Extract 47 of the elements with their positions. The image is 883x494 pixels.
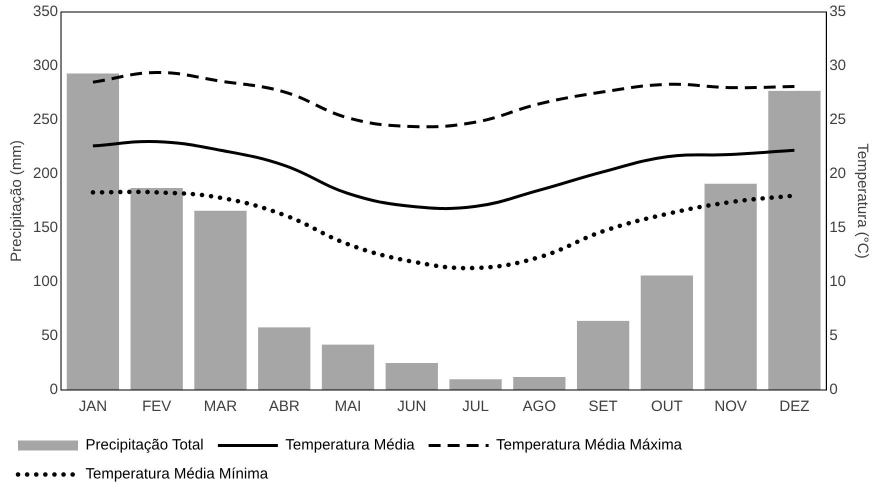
- bar: [513, 377, 566, 390]
- y-tick-label: 300: [32, 57, 58, 74]
- y2-tick-label: 20: [829, 165, 846, 182]
- bar: [66, 74, 120, 390]
- y2-axis-title: Temperatura (°C): [854, 143, 871, 259]
- bar: [768, 90, 821, 390]
- x-tick-label: FEV: [142, 398, 172, 416]
- bar: [640, 276, 694, 390]
- x-tick-label: DEZ: [779, 398, 810, 416]
- bar: [386, 363, 438, 390]
- y2-tick-label: 10: [829, 273, 846, 290]
- y2-tick-label: 35: [829, 3, 846, 20]
- y-axis-title: Precipitação (mm): [8, 140, 26, 262]
- y2-tick-label: 5: [829, 327, 838, 344]
- y2-tick-label: 25: [829, 111, 846, 128]
- legend-label: Temperatura Média: [285, 436, 416, 454]
- y-tick-label: 100: [32, 273, 58, 290]
- legend-label: Precipitação Total: [86, 436, 204, 454]
- x-tick-label: NOV: [714, 398, 747, 416]
- x-tick-label: AGO: [522, 398, 556, 416]
- bar: [322, 344, 374, 390]
- y-tick-label: 150: [32, 219, 58, 236]
- x-tick-label: JAN: [78, 398, 108, 416]
- legend-label: Temperatura Média Mínima: [86, 466, 269, 483]
- x-tick-label: JUL: [462, 398, 489, 416]
- y2-tick-label: 15: [829, 219, 846, 236]
- y2-tick-label: 0: [829, 381, 838, 398]
- y-tick-label: 350: [32, 3, 58, 20]
- y-tick-label: 250: [32, 111, 58, 128]
- y-tick-label: 0: [50, 381, 58, 398]
- x-tick-label: JUN: [397, 398, 426, 416]
- bar: [449, 379, 502, 390]
- x-tick-label: SET: [588, 398, 618, 416]
- x-tick-label: ABR: [268, 398, 300, 416]
- bar: [576, 320, 630, 390]
- x-tick-label: MAI: [334, 398, 362, 416]
- bar: [258, 327, 310, 390]
- x-tick-label: OUT: [651, 398, 683, 416]
- bar: [194, 210, 247, 390]
- bar: [130, 188, 183, 390]
- y-tick-label: 50: [41, 327, 58, 344]
- line-series: [91, 70, 796, 128]
- bar: [704, 184, 757, 390]
- x-tick-label: MAR: [204, 398, 238, 416]
- y-tick-label: 200: [32, 165, 58, 182]
- y2-tick-label: 30: [829, 57, 846, 74]
- legend-label: Temperatura Média Máxima: [496, 436, 683, 454]
